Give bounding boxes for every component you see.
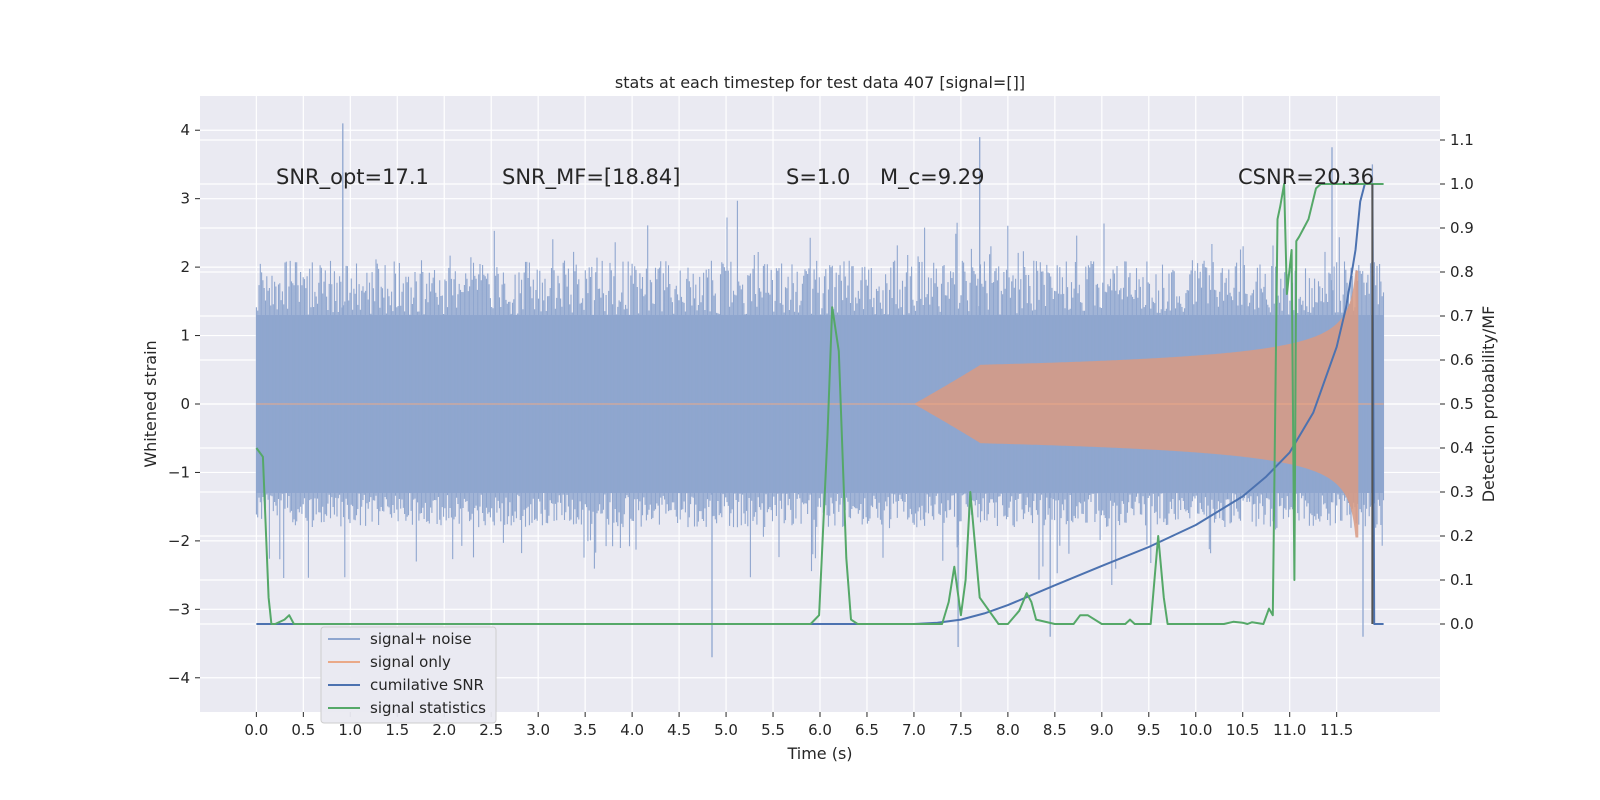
x-tick-label-6: 3.0 [526, 721, 550, 739]
legend-label-signal-statistics: signal statistics [370, 699, 486, 717]
x-tick-label-2: 1.0 [338, 721, 362, 739]
x-tick-label-9: 4.5 [667, 721, 691, 739]
y-right-tick-label-4: 0.4 [1450, 439, 1474, 457]
x-tick-label-13: 6.5 [855, 721, 879, 739]
y-right-tick-label-8: 0.8 [1450, 263, 1474, 281]
y-left-tick-label-0: −4 [168, 669, 190, 687]
annotation-snr-mf: SNR_MF=[18.84] [502, 165, 680, 190]
x-tick-label-20: 10.0 [1179, 721, 1212, 739]
x-tick-label-19: 9.5 [1137, 721, 1161, 739]
y-right-axis-ticks: 0.0 0.1 0.2 0.3 0.4 0.5 0.6 0.7 0.8 0.9 1.0 1.1 [1440, 131, 1474, 633]
y-left-tick-label-2: −2 [168, 532, 190, 550]
legend-label-signal-only: signal only [370, 653, 451, 671]
annotations: SNR_opt=17.1 SNR_MF=[18.84] S=1.0 M_c=9.… [276, 165, 1374, 190]
y-right-tick-label-1: 0.1 [1450, 571, 1474, 589]
y-left-tick-label-8: 4 [180, 121, 190, 139]
y-left-tick-label-1: −3 [168, 600, 190, 618]
y-right-tick-label-0: 0.0 [1450, 615, 1474, 633]
y-left-tick-label-5: 1 [180, 327, 190, 345]
x-axis-ticks: 0.0 0.5 1.0 1.5 2.0 2.5 3.0 3.5 4.0 4.5 5.0 5.5 6.0 6… [244, 712, 1353, 739]
y-right-tick-label-3: 0.3 [1450, 483, 1474, 501]
y-left-tick-label-7: 3 [180, 190, 190, 208]
x-tick-label-17: 8.5 [1043, 721, 1067, 739]
x-tick-label-3: 1.5 [385, 721, 409, 739]
x-tick-label-8: 4.0 [620, 721, 644, 739]
legend-label-cumilative-snr: cumilative SNR [370, 676, 484, 694]
x-tick-label-5: 2.5 [479, 721, 503, 739]
legend-label-signal-plus-noise: signal+ noise [370, 630, 472, 648]
right-axis-series [255, 183, 1384, 625]
series-signal-statisticsline [255, 183, 1384, 625]
y-right-tick-label-7: 0.7 [1450, 307, 1474, 325]
x-tick-label-22: 11.0 [1273, 721, 1306, 739]
x-tick-label-7: 3.5 [573, 721, 597, 739]
x-tick-label-16: 8.0 [996, 721, 1020, 739]
y-left-axis-label: Whitened strain [141, 340, 160, 467]
y-right-tick-label-10: 1.0 [1450, 175, 1474, 193]
legend: signal+ noise signal only cumilative SNR… [320, 626, 497, 724]
x-tick-label-18: 9.0 [1090, 721, 1114, 739]
y-right-tick-label-6: 0.6 [1450, 351, 1474, 369]
x-tick-label-23: 11.5 [1320, 721, 1353, 739]
y-left-tick-label-6: 2 [180, 258, 190, 276]
y-left-tick-label-3: −1 [168, 463, 190, 481]
x-axis-label: Time (s) [786, 744, 852, 763]
x-tick-label-4: 2.0 [432, 721, 456, 739]
annotation-mc-value: M_c=9.29 [880, 165, 985, 190]
x-tick-label-0: 0.0 [244, 721, 268, 739]
annotation-s-value: S=1.0 [786, 165, 850, 189]
y-left-tick-label-4: 0 [180, 395, 190, 413]
annotation-snr-opt: SNR_opt=17.1 [276, 165, 429, 190]
y-right-tick-label-9: 0.9 [1450, 219, 1474, 237]
x-tick-label-11: 5.5 [761, 721, 785, 739]
x-tick-label-14: 7.0 [902, 721, 926, 739]
y-right-axis-label: Detection probability/MF [1479, 306, 1498, 503]
x-tick-label-21: 10.5 [1226, 721, 1259, 739]
x-tick-label-1: 0.5 [291, 721, 315, 739]
x-tick-label-15: 7.5 [949, 721, 973, 739]
y-left-axis-ticks: −4 −3 −2 −1 0 1 2 3 4 [168, 121, 200, 687]
annotation-csnr: CSNR=20.36 [1238, 165, 1374, 189]
x-tick-label-10: 5.0 [714, 721, 738, 739]
y-right-tick-label-5: 0.5 [1450, 395, 1474, 413]
chart-title: stats at each timestep for test data 407… [615, 73, 1025, 92]
x-tick-label-12: 6.0 [808, 721, 832, 739]
y-right-tick-label-2: 0.2 [1450, 527, 1474, 545]
legend-box [320, 626, 497, 724]
y-right-tick-label-11: 1.1 [1450, 131, 1474, 149]
series-signal-only [256, 270, 1384, 538]
